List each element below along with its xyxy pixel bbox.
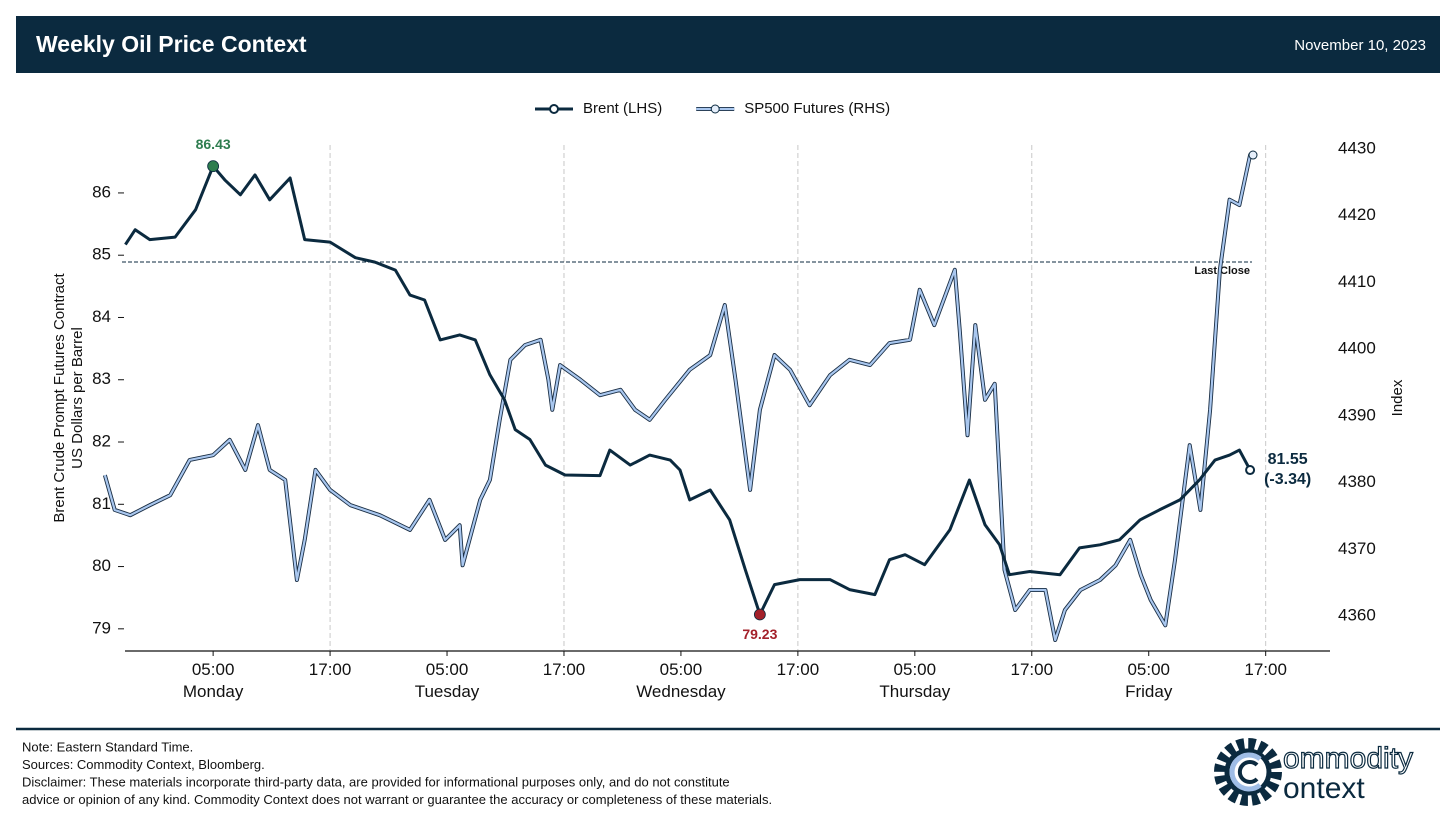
footer-note: Note: Eastern Standard Time.	[22, 739, 193, 754]
x-tick-label: 17:00	[776, 660, 820, 679]
x-tick-label: 17:00	[542, 660, 586, 679]
y2-tick-label: 4410	[1338, 272, 1376, 291]
y-tick-label: 80	[92, 556, 111, 575]
end-marker	[1248, 150, 1258, 160]
y-tick-label: 81	[92, 494, 111, 513]
logo-c-inner	[1237, 760, 1259, 784]
logo-word-1: ommodity	[1283, 742, 1413, 775]
annotation-marker	[207, 160, 220, 173]
footer-note: Sources: Commodity Context, Bloomberg.	[22, 757, 265, 772]
x-tick-label: 05:00 Friday	[1125, 660, 1173, 701]
legend-marker	[549, 104, 559, 114]
y-axis-label: Brent Crude Prompt Futures ContractUS Do…	[51, 273, 86, 523]
x-tick-label: 17:00	[1244, 660, 1287, 679]
x-tick-label: 05:00 Tuesday	[414, 660, 480, 701]
y2-axis-label: Index	[1389, 379, 1406, 416]
x-tick-label: 05:00 Wednesday	[636, 660, 726, 701]
x-tick-label: 05:00 Thursday	[879, 660, 951, 701]
y-axis-label-line: US Dollars per Barrel	[69, 327, 86, 469]
y-tick-label: 85	[92, 245, 111, 264]
y-tick-label: 82	[92, 431, 111, 450]
logo-word-2: ontext	[1283, 772, 1365, 805]
y-tick-label: 83	[92, 369, 111, 388]
logo-gear	[1214, 738, 1282, 806]
line-outline	[102, 153, 1253, 642]
y2-tick-label: 4390	[1338, 405, 1376, 424]
footer-note: advice or opinion of any kind. Commodity…	[22, 792, 772, 807]
y2-tick-label: 4400	[1338, 339, 1376, 358]
y2-tick-label: 4420	[1338, 205, 1376, 224]
title: Weekly Oil Price Context	[36, 31, 307, 57]
line	[124, 164, 1252, 616]
y2-tick-label: 4370	[1338, 539, 1376, 558]
y2-tick-label: 4360	[1338, 605, 1376, 624]
end-marker	[1245, 465, 1256, 476]
header-bar	[16, 16, 1440, 73]
y-axis-label-line: Brent Crude Prompt Futures Contract	[51, 273, 68, 523]
annotation-marker	[753, 608, 766, 621]
date: November 10, 2023	[1294, 37, 1426, 54]
annotation: 81.55 (-3.34)	[1264, 451, 1312, 489]
line	[103, 153, 1253, 642]
y-tick-label: 79	[92, 618, 111, 637]
x-tick-label: 05:00 Monday	[182, 660, 244, 701]
reference-label: Last Close	[1194, 265, 1250, 277]
y2-tick-label: 4380	[1338, 472, 1376, 491]
annotation: 86.43	[195, 136, 231, 153]
logo-c	[1229, 752, 1262, 792]
logo	[1214, 738, 1282, 806]
legend-label: Brent (LHS)	[583, 100, 662, 117]
legend-marker	[710, 104, 720, 114]
y-tick-label: 86	[92, 182, 111, 201]
x-tick-label: 17:00	[308, 660, 352, 679]
footer-note: Disclaimer: These materials incorporate …	[22, 774, 730, 789]
x-tick-label: 17:00	[1010, 660, 1054, 679]
legend-label: SP500 Futures (RHS)	[744, 100, 890, 117]
y2-tick-label: 4430	[1338, 138, 1376, 157]
y-tick-label: 84	[92, 307, 111, 326]
annotation: 79.23	[742, 625, 778, 642]
